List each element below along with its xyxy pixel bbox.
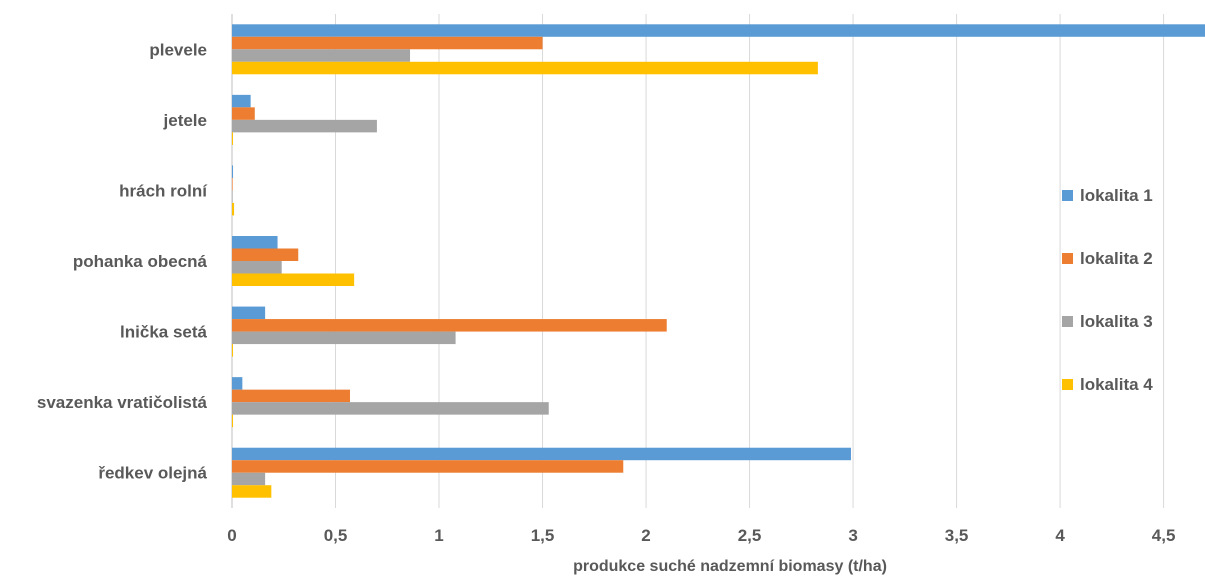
- bar: [232, 273, 355, 286]
- legend-swatch: [1062, 379, 1073, 390]
- legend-swatch: [1062, 316, 1073, 327]
- category-label: plevele: [149, 40, 207, 59]
- legend-swatch: [1062, 190, 1073, 201]
- bar: [232, 165, 234, 178]
- bar: [232, 472, 266, 486]
- x-tick-label: 1: [434, 526, 443, 545]
- legend-label: lokalita 1: [1080, 186, 1153, 205]
- bar: [232, 377, 243, 390]
- bar: [232, 485, 272, 498]
- bar: [232, 107, 255, 120]
- bar: [232, 447, 851, 461]
- bar: [232, 119, 377, 133]
- x-tick-label: 1,5: [531, 526, 555, 545]
- bar: [232, 24, 1205, 37]
- bar: [232, 202, 235, 216]
- x-tick-label: 0,5: [324, 526, 348, 545]
- bar: [232, 236, 278, 249]
- category-labels: plevele jetele hrách rolní pohanka obecná ln…: [37, 40, 208, 482]
- bar: [232, 402, 549, 415]
- category-label: hrách rolní: [119, 181, 208, 200]
- x-axis-title: produkce suché nadzemní biomasy (t/ha): [573, 558, 887, 575]
- bar: [232, 36, 543, 50]
- bar: [232, 344, 234, 357]
- bar: [232, 49, 411, 62]
- bar: [232, 177, 233, 191]
- bar: [232, 132, 234, 145]
- category-label: pohanka obecná: [73, 252, 208, 271]
- bar: [232, 414, 234, 428]
- bar: [232, 331, 456, 345]
- bar: [232, 261, 282, 274]
- x-tick-label: 2: [641, 526, 650, 545]
- bar: [232, 248, 299, 261]
- legend: lokalita 1 lokalita 2 lokalita 3 lokalita 4: [1062, 186, 1153, 394]
- gridlines: [231, 14, 1165, 508]
- category-label: lnička setá: [120, 323, 207, 342]
- bar: [232, 306, 266, 320]
- bar: [232, 190, 233, 203]
- legend-label: lokalita 3: [1080, 312, 1153, 331]
- bar: [232, 319, 667, 332]
- bars: [232, 24, 1205, 498]
- bar: [232, 61, 818, 75]
- x-tick-label: 0: [227, 526, 236, 545]
- x-tick-label: 3,5: [945, 526, 969, 545]
- category-label: jetele: [163, 111, 207, 130]
- legend-label: lokalita 2: [1080, 249, 1153, 268]
- x-tick-label: 2,5: [738, 526, 762, 545]
- bar: [232, 94, 251, 108]
- x-tick-label: 4: [1055, 526, 1065, 545]
- bar: [232, 460, 624, 473]
- x-tick-label: 4,5: [1152, 526, 1176, 545]
- x-tick-labels: 0 0,5 1 1,5 2 2,5 3 3,5 4 4,5: [227, 526, 1175, 545]
- category-label: ředkev olejná: [98, 464, 207, 483]
- x-tick-label: 3: [848, 526, 857, 545]
- category-label: svazenka vratičolistá: [37, 393, 208, 412]
- legend-swatch: [1062, 253, 1073, 264]
- bar: [232, 389, 351, 403]
- legend-label: lokalita 4: [1080, 375, 1153, 394]
